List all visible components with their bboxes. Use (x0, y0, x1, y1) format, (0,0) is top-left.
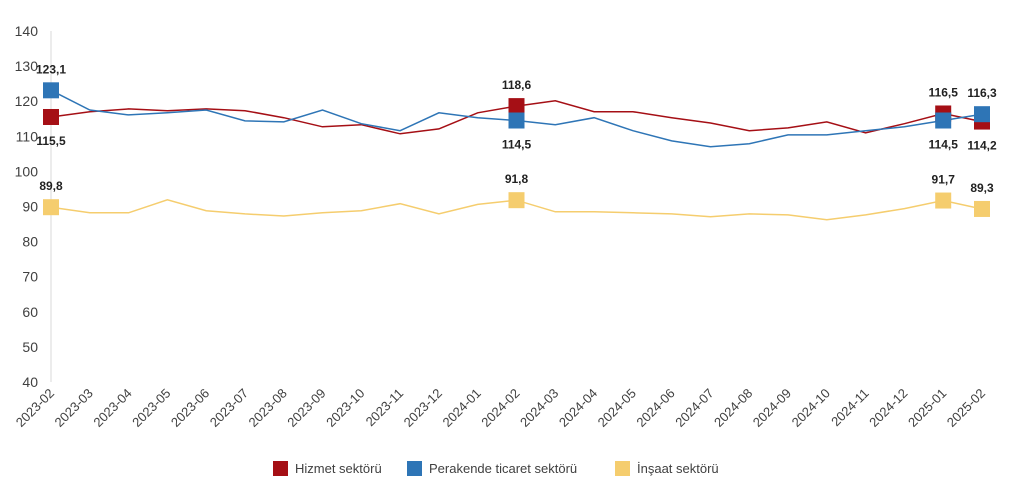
legend-swatch-2 (615, 461, 630, 476)
x-axis: 2023-022023-032023-042023-052023-062023-… (13, 386, 988, 430)
legend-label-2: İnşaat sektörü (637, 461, 719, 476)
data-marker (43, 108, 59, 125)
data-marker (508, 192, 525, 209)
x-tick-label: 2024-12 (866, 386, 910, 430)
y-tick-label: 50 (22, 339, 38, 355)
x-tick-label: 2025-02 (944, 386, 988, 430)
x-tick-label: 2024-07 (672, 386, 716, 430)
x-tick-label: 2023-05 (129, 386, 173, 430)
data-label: 116,3 (967, 86, 997, 100)
y-tick-label: 80 (22, 234, 38, 250)
y-tick-label: 130 (15, 58, 39, 74)
x-tick-label: 2023-06 (168, 386, 212, 430)
data-marker (43, 82, 59, 99)
x-tick-label: 2024-04 (556, 386, 600, 430)
y-tick-label: 40 (22, 374, 38, 390)
x-tick-label: 2023-09 (284, 386, 328, 430)
data-label: 91,7 (932, 173, 956, 187)
legend-label-0: Hizmet sektörü (295, 461, 382, 476)
x-tick-label: 2024-06 (633, 386, 677, 430)
y-tick-label: 90 (22, 199, 38, 215)
data-marker (935, 112, 952, 129)
x-tick-label: 2023-02 (13, 386, 57, 430)
x-tick-label: 2024-05 (595, 386, 639, 430)
y-tick-label: 120 (15, 93, 39, 109)
data-label: 114,5 (929, 138, 959, 152)
data-label: 116,5 (929, 85, 959, 99)
x-tick-label: 2024-10 (789, 386, 833, 430)
y-tick-label: 140 (15, 23, 39, 39)
legend-swatch-1 (407, 461, 422, 476)
x-tick-label: 2023-03 (52, 386, 96, 430)
data-label: 89,3 (970, 181, 994, 195)
data-marker (508, 98, 525, 115)
data-label: 115,5 (36, 134, 66, 148)
legend: Hizmet sektörü Perakende ticaret sektörü İ… (273, 461, 719, 476)
y-tick-label: 60 (22, 304, 38, 320)
x-tick-label: 2023-08 (246, 386, 290, 430)
y-tick-label: 100 (15, 163, 39, 179)
data-label: 123,1 (36, 62, 66, 76)
x-tick-label: 2024-08 (711, 386, 755, 430)
data-marker (974, 106, 990, 123)
y-tick-label: 70 (22, 269, 38, 285)
x-tick-label: 2023-12 (401, 386, 445, 430)
data-marker (935, 192, 952, 209)
x-tick-label: 2023-11 (363, 386, 407, 430)
data-label: 118,6 (502, 78, 532, 92)
data-label: 89,8 (39, 179, 63, 193)
x-tick-label: 2023-04 (90, 386, 134, 430)
x-tick-label: 2025-01 (905, 386, 949, 430)
x-tick-label: 2024-02 (478, 386, 522, 430)
data-marker (43, 199, 59, 216)
y-axis: 40 50 60 70 80 90 100 110 120 130 140 (15, 23, 52, 390)
x-tick-label: 2023-07 (207, 386, 251, 430)
data-label: 114,2 (967, 139, 997, 153)
x-tick-label: 2024-09 (750, 386, 794, 430)
legend-label-1: Perakende ticaret sektörü (429, 461, 577, 476)
x-tick-label: 2023-10 (323, 386, 367, 430)
legend-swatch-0 (273, 461, 288, 476)
data-marker (508, 112, 525, 129)
x-tick-label: 2024-01 (439, 386, 483, 430)
series-markers: 115,5 118,6 116,5 114,2 123,1 114,5 114,5 116,3… (36, 62, 997, 217)
data-label: 114,5 (502, 138, 532, 152)
data-marker (974, 200, 990, 217)
y-tick-label: 110 (16, 128, 39, 144)
x-tick-label: 2024-03 (517, 386, 561, 430)
x-tick-label: 2024-11 (828, 386, 872, 430)
data-label: 91,8 (505, 172, 529, 186)
